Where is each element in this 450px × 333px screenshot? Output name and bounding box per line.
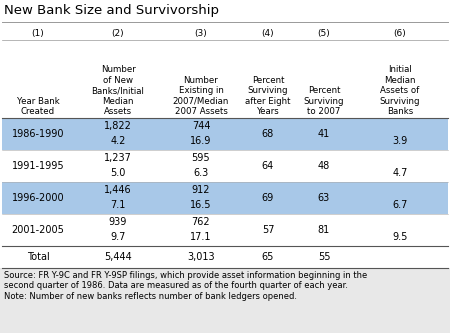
Text: Initial
Median
Assets of
Surviving
Banks: Initial Median Assets of Surviving Banks xyxy=(380,65,420,116)
Text: Percent
Surviving
to 2007: Percent Surviving to 2007 xyxy=(304,86,344,116)
Text: Number
Existing in
2007/Median
2007 Assets: Number Existing in 2007/Median 2007 Asse… xyxy=(173,76,229,116)
Text: 5,444: 5,444 xyxy=(104,252,132,262)
Text: 65: 65 xyxy=(262,252,274,262)
Text: 7.1: 7.1 xyxy=(110,200,126,210)
Text: 16.5: 16.5 xyxy=(190,200,212,210)
Text: (4): (4) xyxy=(262,29,274,38)
Text: 81: 81 xyxy=(318,225,330,235)
Text: 939: 939 xyxy=(109,217,127,227)
Text: 68: 68 xyxy=(262,129,274,139)
Text: 16.9: 16.9 xyxy=(190,136,212,146)
Text: 2001-2005: 2001-2005 xyxy=(12,225,64,235)
Text: (6): (6) xyxy=(394,29,406,38)
Text: 48: 48 xyxy=(318,161,330,171)
Text: Number
of New
Banks/Initial
Median
Assets: Number of New Banks/Initial Median Asset… xyxy=(91,65,144,116)
Bar xyxy=(2,182,448,214)
Text: Total: Total xyxy=(27,252,50,262)
Bar xyxy=(2,214,448,246)
Text: New Bank Size and Survivorship: New Bank Size and Survivorship xyxy=(4,4,219,17)
Text: (1): (1) xyxy=(32,29,45,38)
Bar xyxy=(0,268,450,333)
Text: Percent
Surviving
after Eight
Years: Percent Surviving after Eight Years xyxy=(245,76,291,116)
Text: 595: 595 xyxy=(192,153,210,163)
Text: 6.7: 6.7 xyxy=(392,200,408,210)
Text: 5.0: 5.0 xyxy=(110,168,126,178)
Bar xyxy=(2,118,448,150)
Bar xyxy=(2,150,448,182)
Text: 744: 744 xyxy=(192,121,210,131)
Text: 1,446: 1,446 xyxy=(104,185,132,195)
Text: 1996-2000: 1996-2000 xyxy=(12,193,64,203)
Text: Source: FR Y-9C and FR Y-9SP filings, which provide asset information beginning : Source: FR Y-9C and FR Y-9SP filings, wh… xyxy=(4,271,367,301)
Text: 69: 69 xyxy=(262,193,274,203)
Text: 4.7: 4.7 xyxy=(392,168,408,178)
Text: 9.7: 9.7 xyxy=(110,232,126,242)
Text: 1991-1995: 1991-1995 xyxy=(12,161,64,171)
Text: (5): (5) xyxy=(318,29,330,38)
Text: Year Bank
Created: Year Bank Created xyxy=(17,97,59,116)
Bar xyxy=(2,246,448,268)
Text: (3): (3) xyxy=(194,29,207,38)
Text: 9.5: 9.5 xyxy=(392,232,408,242)
Text: 6.3: 6.3 xyxy=(194,168,209,178)
Text: 41: 41 xyxy=(318,129,330,139)
Text: 1,822: 1,822 xyxy=(104,121,132,131)
Text: (2): (2) xyxy=(112,29,124,38)
Text: 4.2: 4.2 xyxy=(110,136,126,146)
Text: 64: 64 xyxy=(262,161,274,171)
Text: 1986-1990: 1986-1990 xyxy=(12,129,64,139)
Text: 912: 912 xyxy=(192,185,210,195)
Text: 3.9: 3.9 xyxy=(392,136,408,146)
Text: 63: 63 xyxy=(318,193,330,203)
Text: 57: 57 xyxy=(262,225,274,235)
Text: 762: 762 xyxy=(192,217,210,227)
Text: 17.1: 17.1 xyxy=(190,232,212,242)
Text: 55: 55 xyxy=(318,252,330,262)
Text: 1,237: 1,237 xyxy=(104,153,132,163)
Text: 3,013: 3,013 xyxy=(187,252,215,262)
